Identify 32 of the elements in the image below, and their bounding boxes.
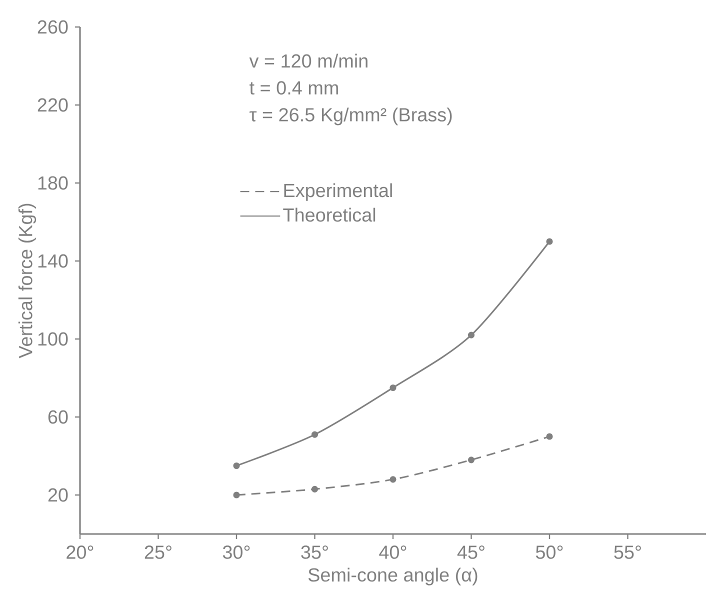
point [468,332,475,338]
x-tick-label: 20° [66,545,94,559]
y-tick-label: 100 [38,332,68,346]
x-tick-label: 45° [457,545,484,559]
x-tick-label: 35° [301,545,328,559]
point [311,431,318,438]
y-tick-label: 220 [38,98,68,112]
y-tick-label: 180 [38,176,68,190]
point [311,486,318,492]
x-axis-title: Semi-cone angle (α) [308,568,478,586]
point [233,492,240,498]
x-tick-label: 30° [222,545,250,559]
point [546,238,553,245]
point [546,433,553,440]
legend-label: Experimental [284,183,392,201]
x-tick-label: 40° [379,545,406,559]
point [390,384,396,392]
x-tick-label: 25° [144,545,172,559]
y-tick-label: 140 [38,254,68,268]
point [233,462,240,470]
point [390,476,396,483]
annotation: t = 0.4 mm [250,81,338,95]
legend-label: Theoretical [283,208,376,222]
point [468,456,475,464]
annotation: v = 120 m/min [249,54,368,68]
y-tick-label: 260 [38,20,68,34]
y-tick-label: 60 [48,410,68,424]
annotation: τ = 26.5 Kg/mm² (Brass) [250,108,452,126]
x-tick-label: 50° [536,545,563,559]
y-tick-label: 20 [48,488,68,502]
y-axis-title: Vertical force (Kgf) [18,204,36,358]
x-tick-label: 55° [614,545,641,559]
